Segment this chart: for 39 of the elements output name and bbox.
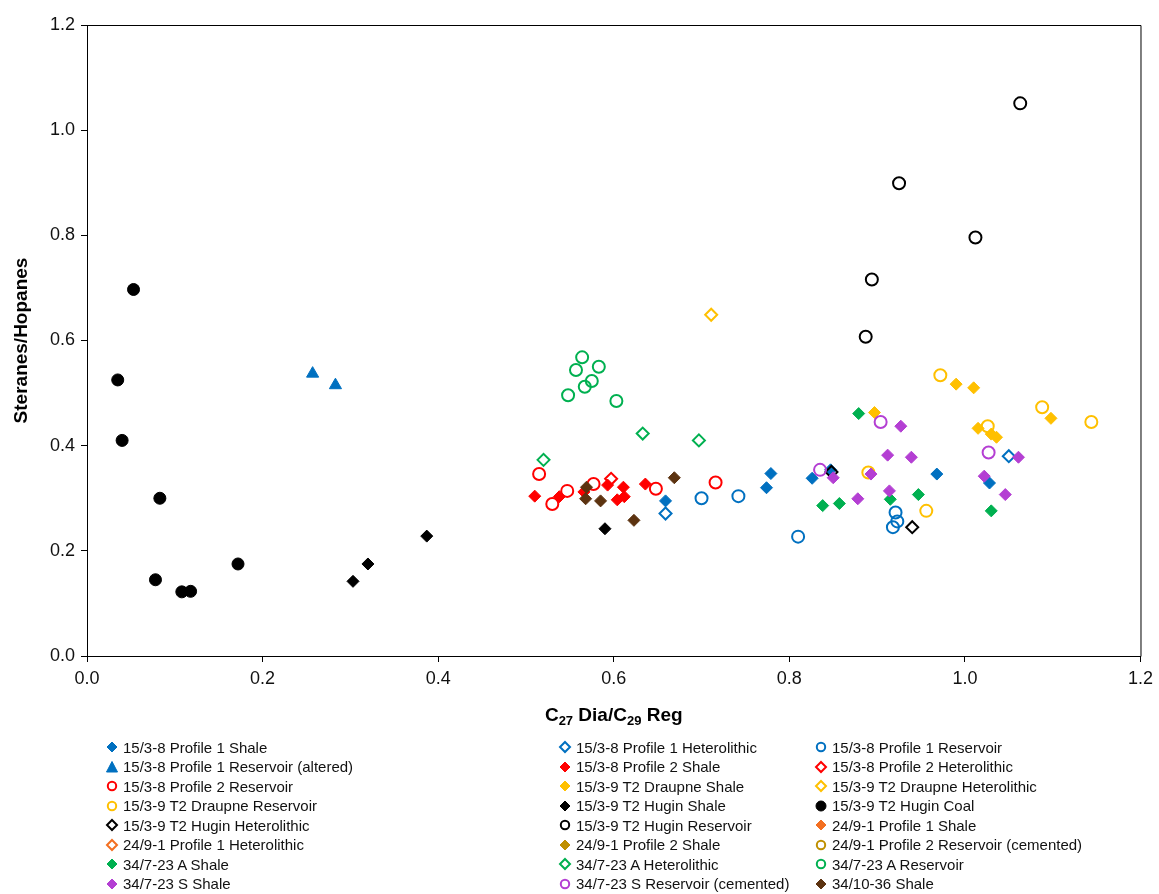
legend-label: 34/7-23 A Shale (123, 855, 229, 873)
legend-label: 15/3-9 T2 Hugin Reservoir (576, 816, 752, 834)
legend-label: 15/3-8 Profile 2 Shale (576, 758, 721, 776)
legend-label: 15/3-9 T2 Draupne Shale (576, 777, 745, 795)
legend-label: 24/9-1 Profile 1 Shale (832, 816, 977, 834)
legend-label: 15/3-9 T2 Hugin Coal (832, 797, 975, 815)
legend-label: 15/3-9 T2 Draupne Reservoir (123, 797, 317, 815)
legend-label: 15/3-9 T2 Hugin Shale (576, 797, 726, 815)
legend-label: 34/7-23 S Shale (123, 875, 231, 893)
x-tick-label: 0.0 (74, 667, 100, 688)
x-tick-label: 1.2 (1127, 667, 1153, 688)
x-tick-label: 0.4 (425, 667, 451, 688)
legend-label: 15/3-9 T2 Hugin Heterolithic (123, 816, 310, 834)
legend-label: 15/3-8 Profile 1 Reservoir (832, 738, 1003, 756)
legend-label: 15/3-9 T2 Draupne Heterolithic (832, 777, 1037, 795)
legend-label: 34/7-23 A Reservoir (832, 855, 964, 873)
y-tick-label: 0.0 (49, 644, 75, 665)
y-tick-label: 1.0 (49, 119, 75, 140)
legend-label: 15/3-8 Profile 1 Reservoir (altered) (123, 758, 354, 776)
y-tick-label: 1.2 (49, 13, 75, 34)
x-tick-label: 0.8 (776, 667, 802, 688)
x-tick-label: 0.2 (250, 667, 276, 688)
y-axis-title: Steranes/Hopanes (10, 257, 32, 424)
legend-label: 24/9-1 Profile 1 Heterolithic (123, 836, 304, 854)
y-tick-label: 0.4 (49, 434, 75, 455)
x-tick-label: 1.0 (952, 667, 978, 688)
legend-label: 34/10-36 Shale (832, 875, 934, 893)
legend-label: 15/3-8 Profile 2 Reservoir (123, 777, 294, 795)
legend-label: 15/3-8 Profile 1 Heterolithic (576, 738, 757, 756)
x-tick-label: 0.6 (601, 667, 627, 688)
legend-label: 34/7-23 A Heterolithic (576, 855, 719, 873)
legend-label: 24/9-1 Profile 2 Reservoir (cemented) (832, 836, 1083, 854)
legend-label: 34/7-23 S Reservoir (cemented) (576, 875, 790, 893)
y-tick-label: 0.2 (49, 539, 75, 560)
y-tick-label: 0.6 (49, 329, 75, 350)
y-tick-label: 0.8 (49, 224, 75, 245)
legend-label: 15/3-8 Profile 2 Heterolithic (832, 758, 1013, 776)
legend-label: 24/9-1 Profile 2 Shale (576, 836, 721, 854)
legend-label: 15/3-8 Profile 1 Shale (123, 738, 268, 756)
